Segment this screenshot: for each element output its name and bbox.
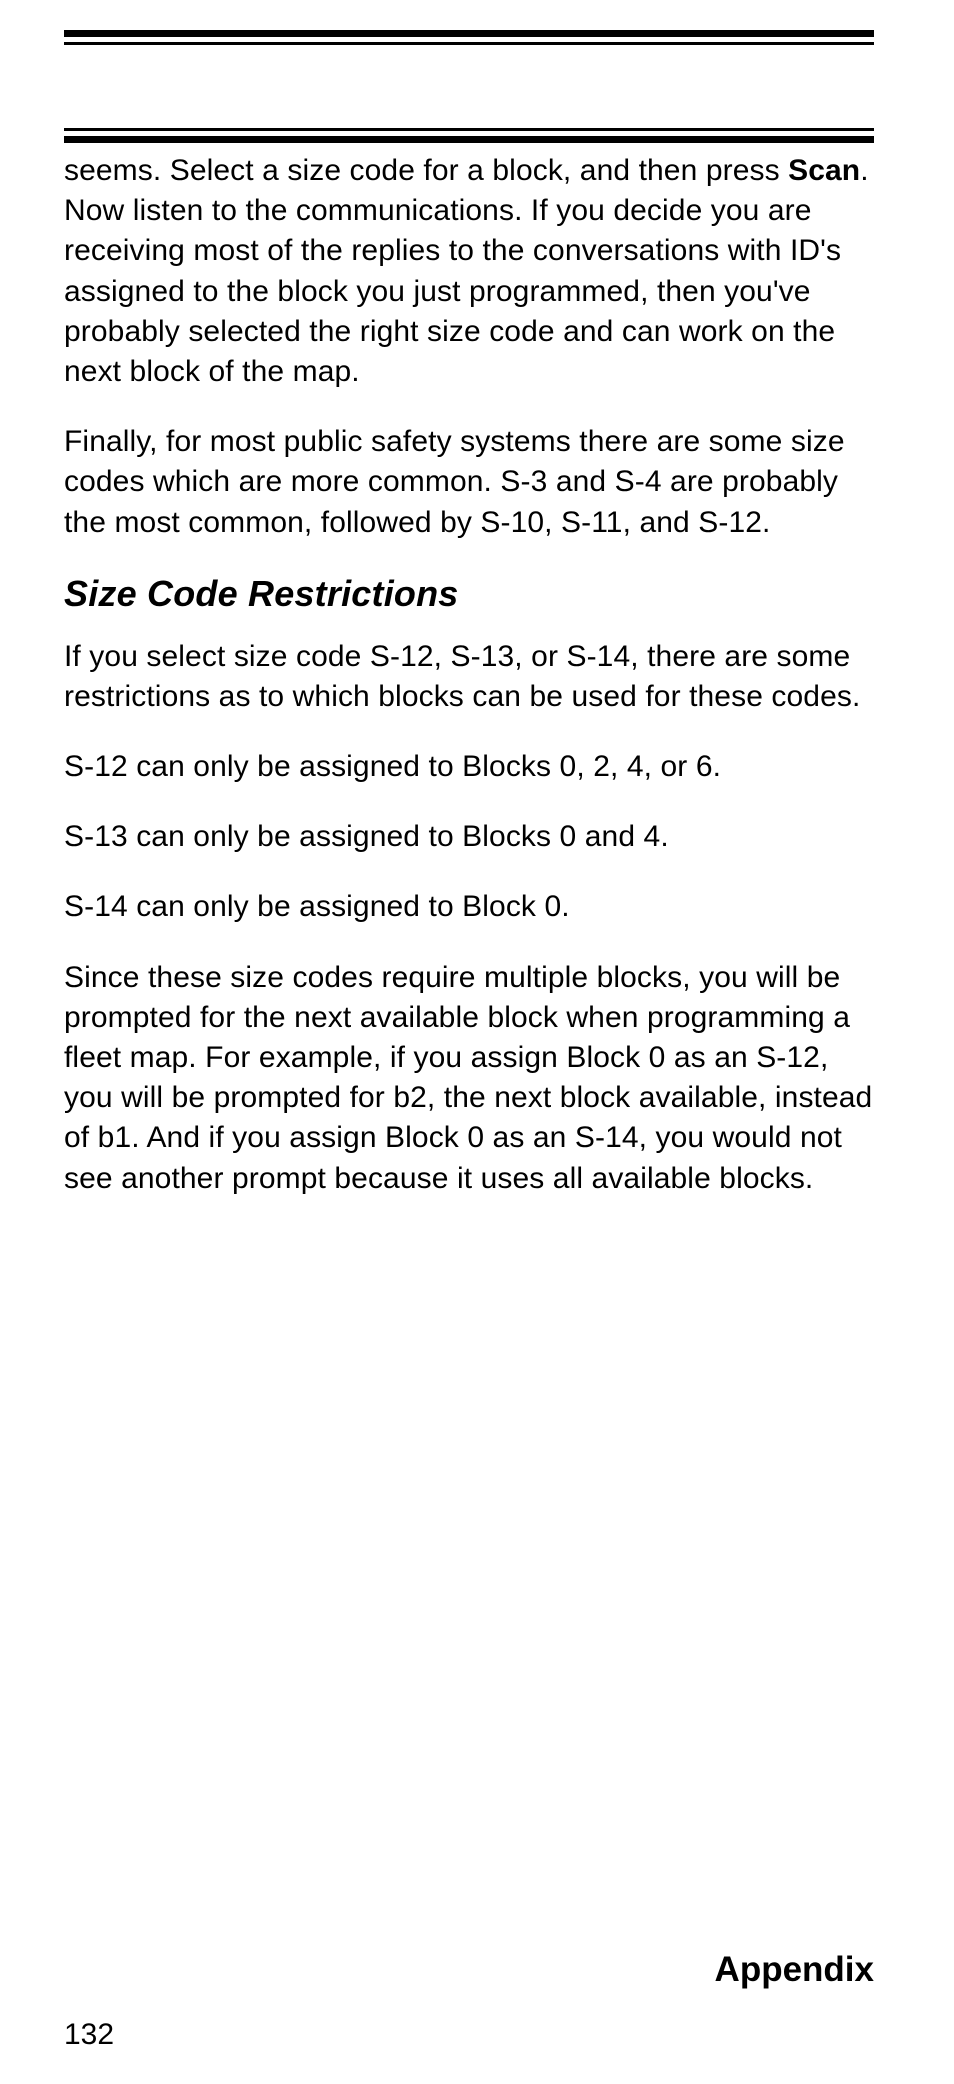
paragraph-4: S-12 can only be assigned to Blocks 0, 2… [64,747,874,787]
paragraph-6: S-14 can only be assigned to Block 0. [64,887,874,927]
page-number: 132 [64,2018,874,2052]
top-rule-group [64,30,874,45]
second-rule-thick [64,136,874,143]
footer-section-title: Appendix [64,1950,874,1990]
document-page: seems. Select a size code for a block, a… [0,0,954,2084]
top-rule-thick [64,30,874,37]
paragraph-3: If you select size code S-12, S-13, or S… [64,637,874,717]
second-rule-thin [64,128,874,131]
paragraph-1: seems. Select a size code for a block, a… [64,151,874,392]
paragraph-1-text-b: . Now listen to the communications. If y… [64,154,869,388]
scan-keyword: Scan [788,154,860,187]
paragraph-2: Finally, for most public safety systems … [64,422,874,543]
top-rule-thin [64,42,874,45]
paragraph-1-text-a: seems. Select a size code for a block, a… [64,154,788,187]
paragraph-7: Since these size codes require multiple … [64,958,874,1199]
heading-size-code-restrictions: Size Code Restrictions [64,573,874,615]
header-spacer [64,53,874,123]
second-rule-group [64,128,874,143]
paragraph-5: S-13 can only be assigned to Blocks 0 an… [64,817,874,857]
page-content: seems. Select a size code for a block, a… [64,151,874,1199]
page-footer: Appendix 132 [64,1950,874,2052]
